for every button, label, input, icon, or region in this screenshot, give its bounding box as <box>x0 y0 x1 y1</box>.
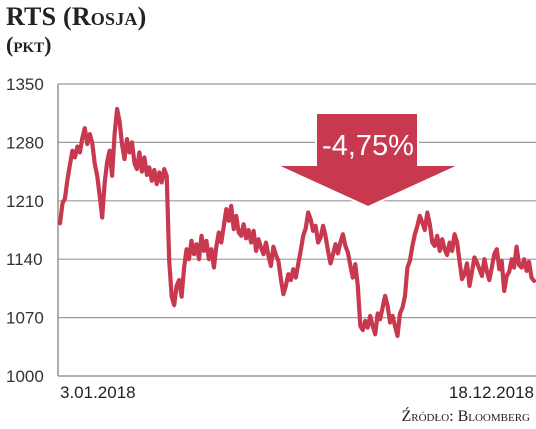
y-tick-label: 1210 <box>6 192 44 211</box>
x-tick-label: 18.12.2018 <box>449 383 534 402</box>
change-label: -4,75% <box>322 130 414 162</box>
y-axis-ticks: 1350 1280 1210 1140 1070 1000 <box>6 75 44 386</box>
y-tick-label: 1350 <box>6 75 44 94</box>
chart-title: RTS (Rosja) <box>6 2 147 31</box>
y-tick-label: 1000 <box>6 367 44 386</box>
down-arrow-icon <box>275 112 461 209</box>
change-callout: -4,75% <box>275 112 461 209</box>
chart-subtitle: (pkt) <box>6 32 52 57</box>
y-tick-label: 1140 <box>6 250 43 269</box>
y-tick-label: 1070 <box>6 309 44 328</box>
source-note: Źródło: Bloomberg <box>401 408 530 425</box>
x-tick-label: 3.01.2018 <box>60 383 136 402</box>
chart-grid <box>57 83 536 377</box>
x-axis-ticks: 3.01.2018 18.12.2018 <box>60 383 534 402</box>
series-line <box>57 106 536 339</box>
y-tick-label: 1280 <box>6 133 44 152</box>
